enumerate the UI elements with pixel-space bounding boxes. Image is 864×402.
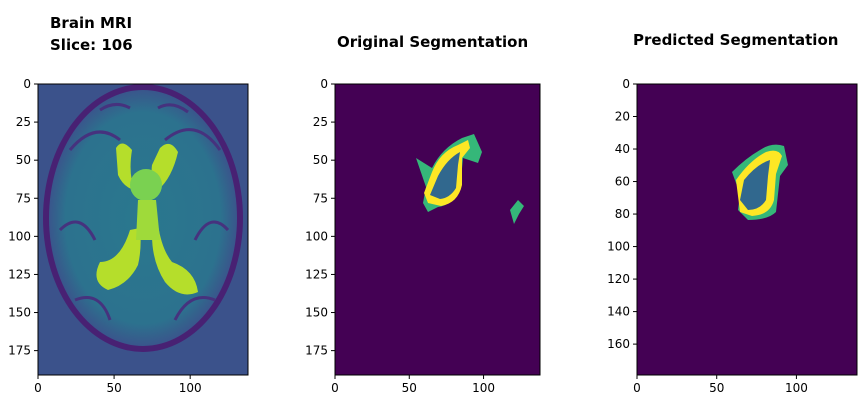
mri-title-line1: Brain MRI	[50, 14, 133, 32]
original-seg-tumor	[416, 134, 524, 224]
y-tick-label: 0	[320, 77, 328, 91]
y-tick-label: 100	[305, 229, 328, 243]
y-tick-label: 60	[615, 175, 630, 189]
right-posterior-horn	[152, 225, 198, 295]
x-tick-label: 0	[34, 381, 42, 395]
predicted-seg-axis-ticks: 0 50 100 0 20 40 60 80 100 120 140 160	[607, 77, 808, 395]
original-seg-title: Original Segmentation	[337, 33, 529, 51]
x-tick-label: 0	[331, 381, 339, 395]
y-tick-label: 160	[607, 337, 630, 351]
x-tick-label: 100	[472, 381, 495, 395]
predicted-seg-axes-frame	[636, 83, 858, 376]
y-tick-label: 0	[23, 77, 31, 91]
y-tick-label: 150	[305, 306, 328, 320]
y-tick-label: 25	[313, 115, 328, 129]
predicted-seg-tumor	[732, 144, 788, 220]
original-core-region	[430, 152, 460, 199]
y-tick-label: 75	[313, 191, 328, 205]
left-posterior-horn	[96, 228, 141, 290]
y-tick-label: 120	[607, 272, 630, 286]
y-tick-label: 175	[305, 344, 328, 358]
mri-title: Brain MRI Slice: 106	[50, 12, 133, 56]
original-seg-axes-frame	[334, 83, 541, 376]
mri-axis-ticks: 0 50 100 0 25 50 75 100 125 150 175	[8, 77, 202, 395]
y-tick-label: 0	[622, 77, 630, 91]
mri-title-line2: Slice: 106	[50, 36, 133, 54]
y-tick-label: 100	[8, 229, 31, 243]
y-tick-label: 80	[615, 207, 630, 221]
x-tick-label: 100	[179, 381, 202, 395]
y-tick-label: 75	[16, 191, 31, 205]
brain-sulci	[58, 103, 230, 321]
predicted-seg-title: Predicted Segmentation	[633, 31, 839, 49]
x-tick-label: 50	[709, 381, 724, 395]
original-seg-axis-ticks: 0 50 100 0 25 50 75 100 125 150 175	[305, 77, 495, 395]
y-tick-label: 125	[305, 267, 328, 281]
x-tick-label: 50	[402, 381, 417, 395]
y-tick-label: 100	[607, 240, 630, 254]
predicted-core-region	[740, 160, 770, 210]
x-tick-label: 100	[785, 381, 808, 395]
mri-axes-frame	[37, 83, 249, 376]
third-ventricle	[130, 169, 162, 201]
predicted-seg-background	[637, 84, 857, 375]
x-tick-label: 0	[633, 381, 641, 395]
x-tick-label: 50	[106, 381, 121, 395]
y-tick-label: 20	[615, 110, 630, 124]
y-tick-label: 40	[615, 142, 630, 156]
y-tick-label: 50	[16, 153, 31, 167]
y-tick-label: 150	[8, 306, 31, 320]
central-ventricle-body	[136, 200, 160, 240]
y-tick-label: 125	[8, 267, 31, 281]
y-tick-label: 140	[607, 305, 630, 319]
y-tick-label: 25	[16, 115, 31, 129]
y-tick-label: 50	[313, 153, 328, 167]
left-frontal-ventricle	[116, 143, 135, 190]
original-satellite-lesion	[510, 200, 524, 224]
y-tick-label: 175	[8, 344, 31, 358]
original-seg-background	[335, 84, 540, 375]
